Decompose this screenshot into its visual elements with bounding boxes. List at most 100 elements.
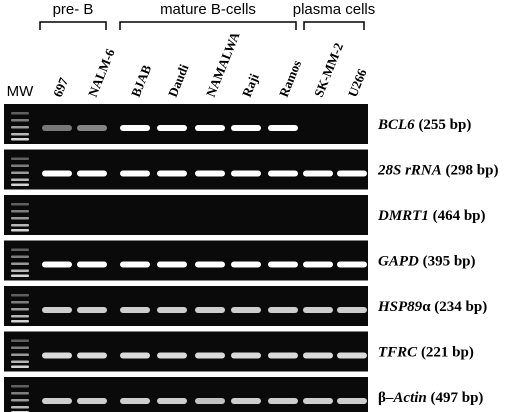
band [42,170,72,177]
gel-panel [4,149,368,190]
band [120,398,150,404]
group-label: plasma cells [293,1,376,18]
band [303,307,333,313]
band [231,398,261,404]
band [77,170,107,177]
row-label: BCL6 (255 bp) [377,117,471,133]
row-label-part: TFRC [378,345,418,361]
band [120,352,150,359]
lane-label: NALM-6 [85,46,118,99]
band [195,398,225,404]
row-label-part: β– [378,390,394,406]
ladder-band [11,157,29,160]
ladder-band [11,203,29,206]
ladder-band [11,262,29,265]
lane-label: 697 [50,75,71,99]
ladder-band [11,210,29,213]
gel-panel [4,240,368,281]
ladder-band [11,320,29,323]
ladder-band [11,133,29,136]
band [77,352,107,359]
band [231,170,261,177]
band [231,307,261,313]
band [157,261,187,268]
band [337,352,367,359]
ladder-band [11,399,29,402]
band [42,125,72,131]
ladder-band [11,353,29,356]
band [157,398,187,404]
band [77,125,107,131]
band [195,352,225,359]
row-label-part: (298 bp) [442,163,499,179]
band [303,170,333,177]
band [195,170,225,177]
band [157,307,187,313]
band [157,352,187,359]
band [42,398,72,404]
ladder-band [11,294,29,297]
band [195,125,225,131]
band [303,398,333,404]
ladder-band [11,126,29,129]
band [231,352,261,359]
band [42,352,72,359]
band [77,398,107,404]
ladder-band [11,301,29,304]
ladder-band [11,360,29,363]
ladder-band [11,229,29,232]
ladder-band [11,171,29,174]
band [268,398,298,404]
row-label-part: α (234 bp) [422,299,487,315]
ladder-band [11,112,29,115]
lane-label: U266 [345,66,370,99]
lane-label: NAMALWA [203,29,243,99]
band [268,352,298,359]
ladder-band [11,339,29,342]
row-label: β–Actin (497 bp) [378,390,483,406]
band [195,307,225,313]
ladder-band [11,224,29,227]
row-label-part: (464 bp) [429,208,486,224]
ladder-band [11,392,29,395]
ladder-band [11,178,29,181]
gel-panel [4,195,368,235]
band [337,261,367,268]
band [337,307,367,313]
ladder-band [11,269,29,272]
lane-label: SK-MM-2 [311,41,346,100]
row-label: GAPD (395 bp) [378,254,476,270]
gel-panel [4,331,368,372]
band [120,261,150,268]
row-label: 28S rRNA (298 bp) [377,163,498,179]
row-label: TFRC (221 bp) [378,345,474,361]
gel-panel [4,377,368,412]
ladder-band [11,164,29,167]
band [195,261,225,268]
band [77,307,107,313]
band [337,170,367,177]
lane-label: Ramos [276,58,304,99]
row-label-part: Actin [392,390,426,406]
band [268,125,298,131]
row-label-part: DMRT1 [377,208,429,224]
ladder-band [11,385,29,388]
band [268,307,298,313]
ladder-band [11,365,29,368]
ladder-band [11,217,29,220]
gel-panel [4,286,368,326]
band [157,170,187,177]
band [303,352,333,359]
row-label: DMRT1 (464 bp) [377,208,486,224]
lane-label: BJAB [128,62,154,99]
ladder-band [11,183,29,186]
row-label: HSP89α (234 bp) [377,299,487,315]
lane-label: Raji [239,71,262,99]
band [231,261,261,268]
row-label-part: (255 bp) [415,117,472,133]
row-label-part: (395 bp) [419,254,476,270]
row-label-part: HSP89 [377,299,423,315]
bracket [119,21,297,30]
band [157,125,187,131]
band [120,307,150,313]
